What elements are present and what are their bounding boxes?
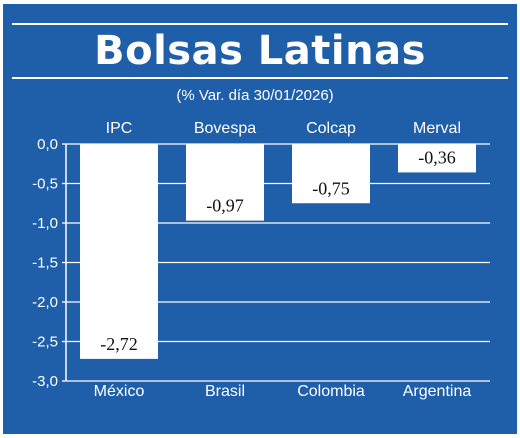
- y-tick-label: -1,5: [32, 255, 58, 272]
- x-tick-label: México: [94, 383, 145, 400]
- index-name-label: IPC: [106, 120, 133, 137]
- data-label: -0,75: [312, 178, 350, 198]
- data-label: -0,36: [418, 147, 456, 167]
- y-tick-label: -2,0: [32, 294, 58, 311]
- y-tick-label: -0,5: [32, 176, 58, 193]
- data-label: -0,97: [206, 196, 244, 216]
- index-name-label: Merval: [413, 120, 461, 137]
- x-tick-label: Colombia: [297, 383, 365, 400]
- bar-méxico: [80, 144, 158, 359]
- bar-argentina: [398, 144, 476, 173]
- x-tick-label: Brasil: [205, 383, 245, 400]
- y-tick-label: -1,0: [32, 215, 58, 232]
- data-label: -2,72: [100, 334, 138, 354]
- chart-title: Bolsas Latinas: [94, 28, 426, 74]
- index-name-label: Bovespa: [194, 120, 256, 137]
- index-name-label: Colcap: [306, 120, 356, 137]
- y-tick-label: -3,0: [32, 373, 58, 390]
- labels: -2,72 IPC México -0,97 Bovespa Brasil -0,75 Col…: [94, 120, 472, 400]
- bar-colombia: [292, 144, 370, 204]
- y-axis: 0,0 -0,5 -1,0 -1,5 -2,0 -2,5 -3,0: [32, 136, 67, 390]
- y-tick-label: -2,5: [32, 334, 58, 351]
- title-band: Bolsas Latinas: [12, 23, 508, 79]
- chart-subtitle: (% Var. día 30/01/2026): [176, 87, 333, 104]
- x-tick-label: Argentina: [403, 383, 472, 400]
- bar-brasil: [186, 144, 264, 221]
- y-tick-label: 0,0: [37, 136, 58, 153]
- bars: [80, 144, 476, 359]
